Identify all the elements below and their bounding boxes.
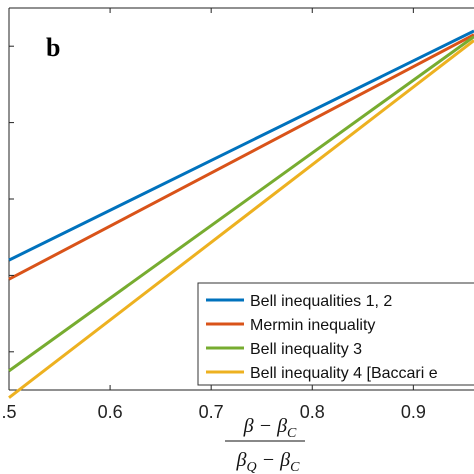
x-axis-label: β − βC βQ − βC [225, 415, 305, 474]
x-tick-label: 0.6 [98, 402, 123, 422]
series-line-3 [8, 35, 474, 373]
legend-label-1: Bell inequalities 1, 2 [250, 293, 392, 310]
legend-label-3: Bell inequality 3 [250, 341, 362, 358]
x-tick-label: 0.7 [199, 402, 224, 422]
legend-label-4: Bell inequality 4 [Baccari e [250, 365, 438, 382]
legend: Bell inequalities 1, 2 Mermin inequality B… [197, 282, 474, 386]
legend-label-2: Mermin inequality [250, 317, 375, 334]
x-tick-label: .5 [1, 402, 16, 422]
ticks-layer: .5 0.6 0.7 0.8 0.9 [1, 8, 426, 422]
x-label-denominator: βQ − βC [236, 449, 301, 474]
x-label-numerator: β − βC [243, 415, 297, 441]
x-tick-label: 0.9 [401, 402, 426, 422]
series-line-1 [8, 29, 474, 262]
series-line-2 [8, 33, 474, 281]
panel-label: b [46, 33, 60, 62]
series-layer [8, 29, 474, 399]
x-tick-label: 0.8 [300, 402, 325, 422]
series-line-4 [8, 39, 474, 399]
